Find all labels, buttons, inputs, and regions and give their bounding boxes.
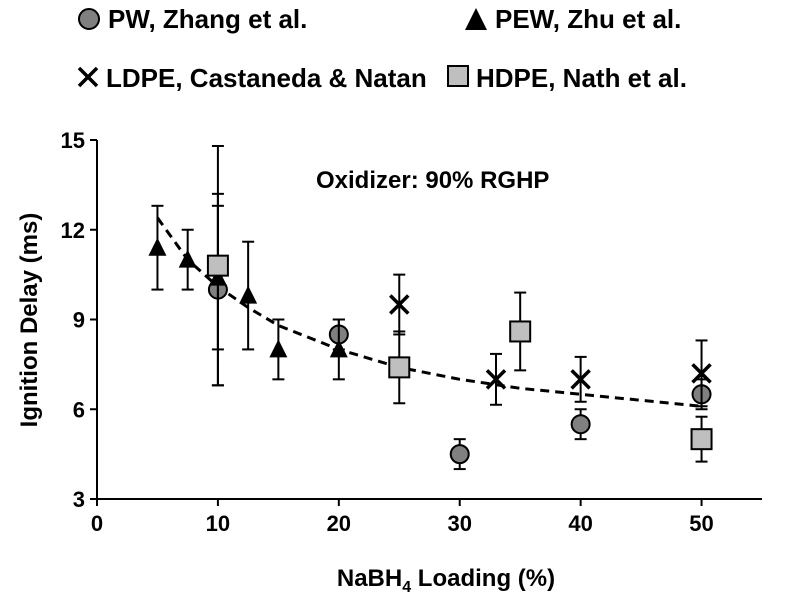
legend-item-pew: PEW, Zhu et al.	[465, 4, 681, 34]
x-tick-label: 20	[327, 511, 351, 536]
trendline-group	[156, 216, 702, 408]
y-tick-label: 3	[73, 487, 85, 512]
data-marks	[148, 144, 713, 471]
data-point-square	[690, 428, 713, 451]
data-point-triangle	[148, 237, 167, 256]
legend-marker-square	[447, 65, 469, 87]
legend: PW, Zhang et al. PEW, Zhu et al. LDPE, C…	[77, 4, 687, 93]
x-axis-title: NaBH4 Loading (%)	[337, 565, 555, 596]
x-axis-title-main: NaBH	[337, 565, 402, 592]
data-point-square	[206, 254, 229, 277]
legend-marker-triangle	[465, 8, 487, 30]
data-point-triangle	[239, 285, 258, 304]
legend-item-ldpe: LDPE, Castaneda & Natan	[77, 63, 427, 93]
x-axis-title-rest: Loading (%)	[411, 565, 555, 592]
data-point-x	[485, 369, 507, 390]
data-point-circle	[570, 414, 591, 435]
legend-label-pw: PW, Zhang et al.	[108, 4, 307, 34]
data-point-circle	[449, 444, 470, 465]
y-tick-label: 6	[73, 397, 85, 422]
x-tick-label: 30	[447, 511, 471, 536]
data-point-triangle	[178, 249, 197, 268]
y-tick-label: 9	[73, 308, 85, 333]
y-axis-title: Ignition Delay (ms)	[16, 213, 43, 428]
series-x	[389, 273, 712, 408]
legend-marker-circle	[78, 8, 100, 30]
x-tick-label: 10	[206, 511, 230, 536]
data-point-triangle	[329, 339, 348, 358]
data-point-triangle	[269, 339, 288, 358]
legend-item-pw: PW, Zhang et al.	[78, 4, 307, 34]
legend-label-ldpe: LDPE, Castaneda & Natan	[106, 63, 427, 93]
data-point-x	[570, 369, 591, 390]
x-tick-label: 50	[689, 511, 713, 536]
legend-label-hdpe: HDPE, Nath et al.	[476, 63, 687, 93]
data-point-square	[388, 356, 411, 379]
x-tick-label: 40	[568, 511, 592, 536]
series-square	[206, 144, 713, 463]
x-tick-label: 0	[91, 511, 103, 536]
legend-marker-x	[77, 66, 99, 88]
axes: 3 6 9 12 15 0 10 20 30 40 50	[61, 128, 762, 536]
data-point-x	[389, 294, 410, 315]
y-tick-label: 12	[61, 218, 85, 243]
legend-item-hdpe: HDPE, Nath et al.	[447, 63, 687, 93]
series-triangle	[148, 204, 348, 381]
x-axis-title-subscript: 4	[402, 579, 411, 596]
series-circle	[207, 192, 712, 471]
y-tick-label: 15	[61, 128, 85, 153]
chart-annotation: Oxidizer: 90% RGHP	[316, 167, 549, 194]
data-point-square	[509, 320, 532, 343]
legend-label-pew: PEW, Zhu et al.	[495, 4, 681, 34]
data-point-x	[691, 363, 712, 384]
trendline	[156, 216, 702, 408]
